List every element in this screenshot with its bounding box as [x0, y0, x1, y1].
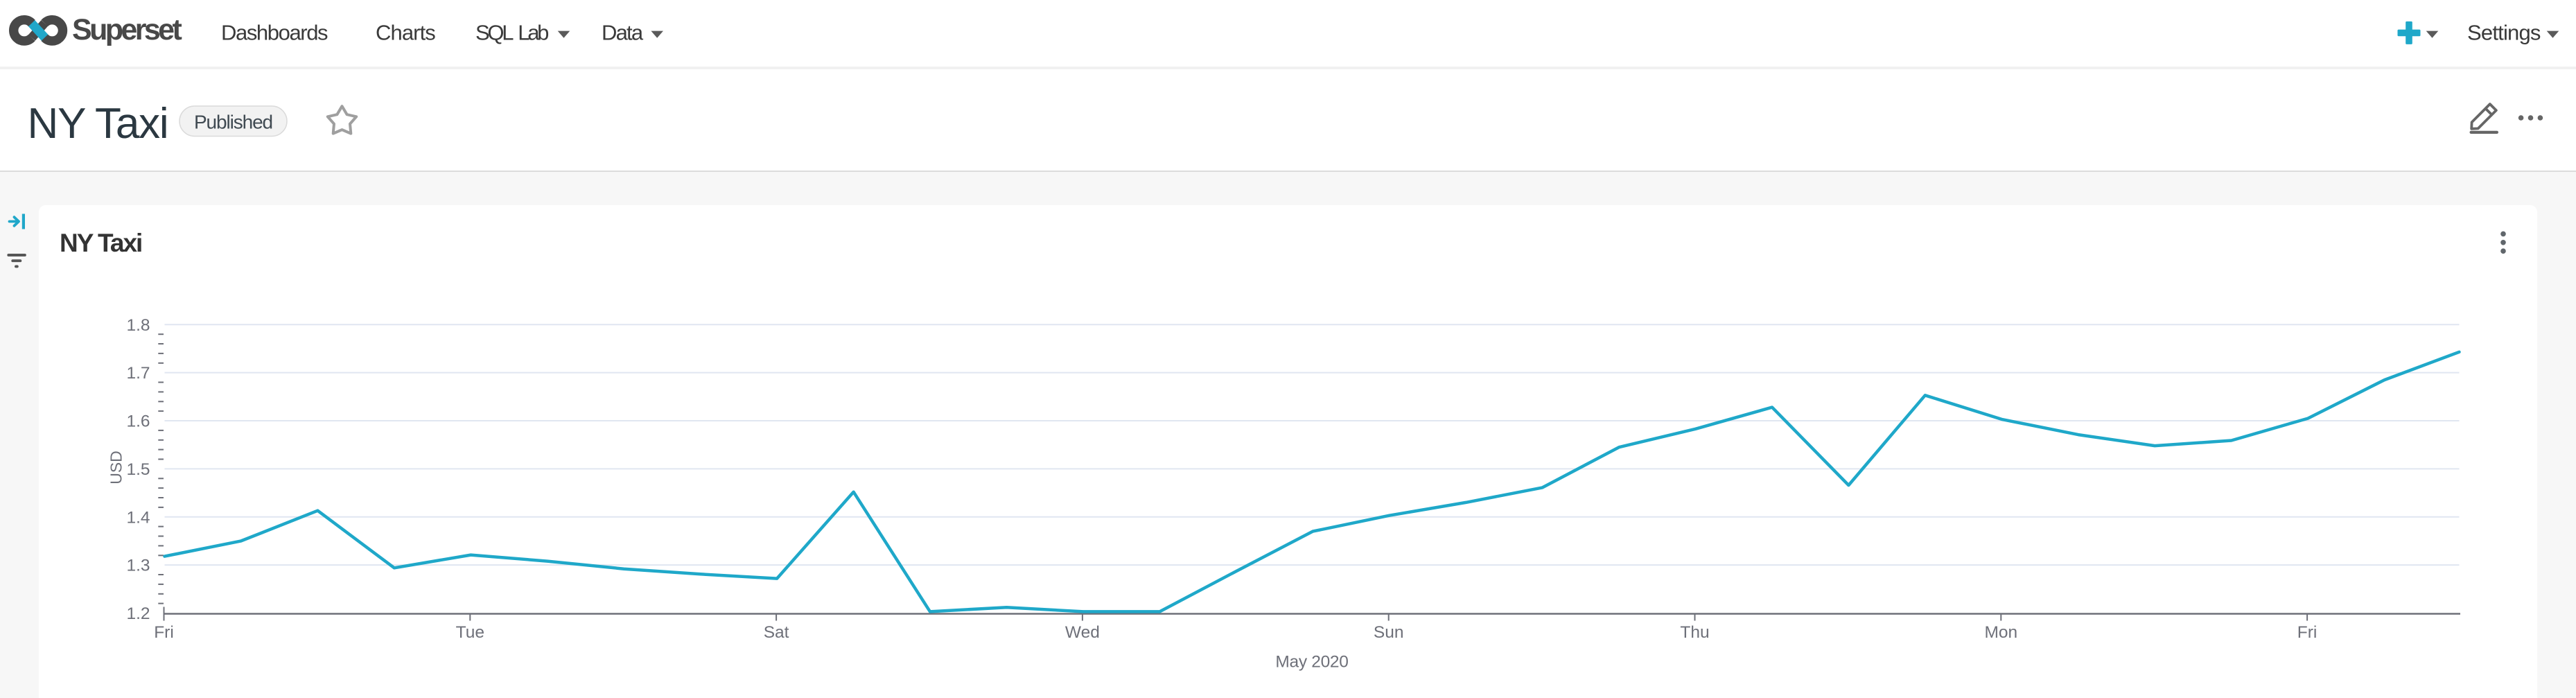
svg-text:1.6: 1.6: [126, 412, 150, 431]
svg-text:USD: USD: [107, 451, 125, 485]
svg-text:Charts: Charts: [376, 21, 435, 45]
svg-text:1.4: 1.4: [126, 508, 150, 527]
svg-text:1.5: 1.5: [126, 460, 150, 479]
svg-text:Settings: Settings: [2467, 21, 2541, 45]
svg-text:1.2: 1.2: [126, 604, 150, 623]
svg-text:Fri: Fri: [2297, 623, 2317, 642]
svg-text:Fri: Fri: [154, 623, 174, 642]
svg-text:NY Taxi: NY Taxi: [28, 100, 168, 148]
svg-text:1.7: 1.7: [126, 364, 150, 383]
svg-text:Superset: Superset: [72, 13, 182, 46]
svg-text:Mon: Mon: [1984, 623, 2017, 642]
svg-text:1.8: 1.8: [126, 316, 150, 335]
svg-text:1.3: 1.3: [126, 557, 150, 575]
svg-text:Sat: Sat: [764, 623, 789, 642]
svg-text:NY Taxi: NY Taxi: [60, 229, 141, 257]
svg-text:SQL Lab: SQL Lab: [475, 21, 548, 45]
svg-text:Sun: Sun: [1374, 623, 1404, 642]
svg-text:Dashboards: Dashboards: [221, 21, 328, 45]
svg-text:Data: Data: [602, 21, 644, 45]
svg-text:Published: Published: [194, 112, 272, 133]
svg-text:May 2020: May 2020: [1275, 653, 1348, 672]
svg-text:Thu: Thu: [1680, 623, 1709, 642]
svg-text:Tue: Tue: [456, 623, 484, 642]
svg-text:Wed: Wed: [1065, 623, 1100, 642]
